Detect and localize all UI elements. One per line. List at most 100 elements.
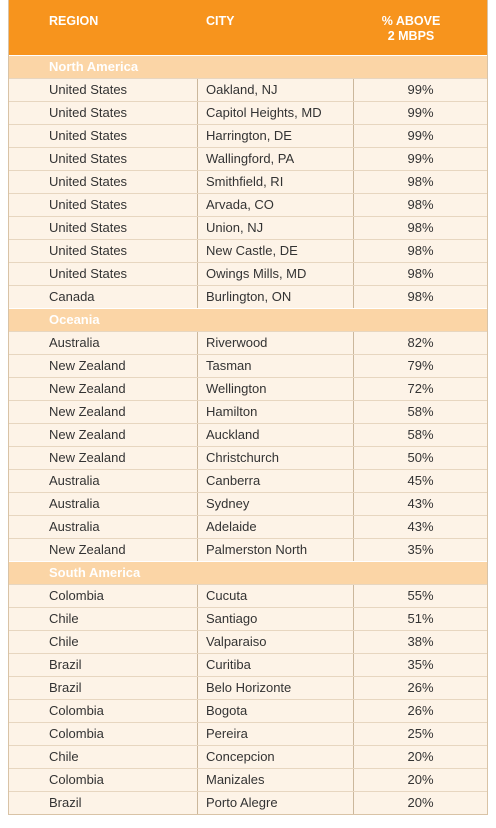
table-row: Australia Canberra 45% (9, 469, 487, 492)
region-cell: Chile (9, 746, 198, 768)
table-body: North America United States Oakland, NJ 99%… (9, 55, 487, 814)
city-cell: Pereira (198, 723, 354, 745)
city-cell: Union, NJ (198, 217, 354, 239)
city-cell: Manizales (198, 769, 354, 791)
region-cell: Colombia (9, 700, 198, 722)
table-row: New Zealand Tasman 79% (9, 354, 487, 377)
city-cell: Harrington, DE (198, 125, 354, 147)
percent-cell: 20% (407, 772, 434, 787)
table-row: Australia Adelaide 43% (9, 515, 487, 538)
region-cell: United States (9, 125, 198, 147)
region-cell: Brazil (9, 654, 198, 676)
region-cell: New Zealand (9, 355, 198, 377)
region-cell: Chile (9, 608, 198, 630)
percent-cell: 58% (407, 427, 434, 442)
table-row: Colombia Manizales 20% (9, 768, 487, 791)
city-cell: Hamilton (198, 401, 354, 423)
city-cell: Cucuta (198, 585, 354, 607)
region-cell: New Zealand (9, 424, 198, 446)
city-cell: Adelaide (198, 516, 354, 538)
table-row: Colombia Bogota 26% (9, 699, 487, 722)
table-row: United States Arvada, CO 98% (9, 193, 487, 216)
city-cell: Porto Alegre (198, 792, 354, 814)
table-row: United States Smithfield, RI 98% (9, 170, 487, 193)
table-row: United States Harrington, DE 99% (9, 124, 487, 147)
region-cell: United States (9, 171, 198, 193)
city-cell: Owings Mills, MD (198, 263, 354, 285)
percent-cell: 45% (407, 473, 434, 488)
percent-cell: 25% (407, 726, 434, 741)
city-cell: Capitol Heights, MD (198, 102, 354, 124)
percent-cell: 98% (407, 174, 434, 189)
table-row: United States Oakland, NJ 99% (9, 78, 487, 101)
region-cell: Brazil (9, 677, 198, 699)
table-row: Chile Santiago 51% (9, 607, 487, 630)
city-cell: Auckland (198, 424, 354, 446)
percent-cell: 20% (407, 749, 434, 764)
city-cell: Christchurch (198, 447, 354, 469)
region-cell: Australia (9, 516, 198, 538)
region-cell: New Zealand (9, 539, 198, 561)
table-row: Brazil Porto Alegre 20% (9, 791, 487, 814)
table-row: Australia Riverwood 82% (9, 331, 487, 354)
percent-cell: 98% (407, 266, 434, 281)
percent-cell: 99% (407, 105, 434, 120)
percent-cell: 35% (407, 657, 434, 672)
region-cell: United States (9, 194, 198, 216)
region-cell: United States (9, 148, 198, 170)
table-header: REGION CITY % ABOVE 2 MBPS (9, 0, 487, 55)
table-row: United States Union, NJ 98% (9, 216, 487, 239)
city-cell: Curitiba (198, 654, 354, 676)
city-cell: Tasman (198, 355, 354, 377)
percent-cell: 82% (407, 335, 434, 350)
region-cell: Canada (9, 286, 198, 308)
table-row: Australia Sydney 43% (9, 492, 487, 515)
percent-cell: 38% (407, 634, 434, 649)
region-cell: Chile (9, 631, 198, 653)
percent-cell: 98% (407, 197, 434, 212)
city-cell: Riverwood (198, 332, 354, 354)
percent-cell: 43% (407, 496, 434, 511)
table-row: New Zealand Palmerston North 35% (9, 538, 487, 561)
table-row: Colombia Cucuta 55% (9, 584, 487, 607)
region-cell: Colombia (9, 723, 198, 745)
city-cell: Wallingford, PA (198, 148, 354, 170)
table-row: United States Capitol Heights, MD 99% (9, 101, 487, 124)
percent-cell: 99% (407, 128, 434, 143)
percent-cell: 35% (407, 542, 434, 557)
percent-cell: 50% (407, 450, 434, 465)
city-cell: Valparaiso (198, 631, 354, 653)
city-cell: Belo Horizonte (198, 677, 354, 699)
table-row: New Zealand Christchurch 50% (9, 446, 487, 469)
percent-cell: 79% (407, 358, 434, 373)
region-cell: New Zealand (9, 401, 198, 423)
region-cell: New Zealand (9, 447, 198, 469)
table-row: Brazil Belo Horizonte 26% (9, 676, 487, 699)
table-row: New Zealand Hamilton 58% (9, 400, 487, 423)
table-row: Canada Burlington, ON 98% (9, 285, 487, 308)
region-cell: Australia (9, 470, 198, 492)
city-cell: New Castle, DE (198, 240, 354, 262)
city-cell: Concepcion (198, 746, 354, 768)
percent-cell: 26% (407, 680, 434, 695)
city-cell: Canberra (198, 470, 354, 492)
city-cell: Bogota (198, 700, 354, 722)
table-row: United States Owings Mills, MD 98% (9, 262, 487, 285)
percent-cell: 72% (407, 381, 434, 396)
percent-header-line1: % ABOVE (381, 14, 441, 28)
section-heading: Oceania (9, 308, 487, 331)
region-cell: Brazil (9, 792, 198, 814)
city-header: CITY (206, 14, 235, 28)
percent-cell: 99% (407, 82, 434, 97)
table-row: United States Wallingford, PA 99% (9, 147, 487, 170)
percent-cell: 98% (407, 289, 434, 304)
section-heading: North America (9, 55, 487, 78)
table-row: New Zealand Auckland 58% (9, 423, 487, 446)
percent-cell: 55% (407, 588, 434, 603)
section-heading: South America (9, 561, 487, 584)
percent-cell: 20% (407, 795, 434, 810)
city-cell: Santiago (198, 608, 354, 630)
region-cell: Australia (9, 493, 198, 515)
percent-header-line2: 2 MBPS (387, 29, 435, 43)
region-cell: Colombia (9, 585, 198, 607)
